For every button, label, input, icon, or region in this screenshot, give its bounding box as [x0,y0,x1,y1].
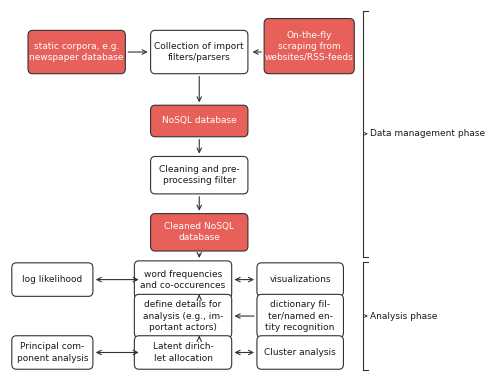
Text: Principal com-
ponent analysis: Principal com- ponent analysis [16,342,88,363]
FancyBboxPatch shape [264,19,354,74]
Text: Collection of import
filters/parsers: Collection of import filters/parsers [154,42,244,62]
FancyBboxPatch shape [257,263,344,296]
FancyBboxPatch shape [12,263,93,296]
FancyBboxPatch shape [28,30,126,74]
FancyBboxPatch shape [134,294,232,338]
FancyBboxPatch shape [150,105,248,137]
Text: static corpora, e.g.
newspaper database: static corpora, e.g. newspaper database [30,42,124,62]
FancyBboxPatch shape [12,336,93,369]
Text: dictionary fil-
ter/named en-
tity recognition: dictionary fil- ter/named en- tity recog… [266,300,335,332]
Text: Analysis phase: Analysis phase [370,311,438,320]
Text: log likelihood: log likelihood [22,275,82,284]
FancyBboxPatch shape [134,336,232,369]
Text: Latent dirich-
let allocation: Latent dirich- let allocation [152,342,214,363]
Text: word frequencies
and co-occurences: word frequencies and co-occurences [140,270,226,290]
Text: Data management phase: Data management phase [370,129,486,138]
Text: visualizations: visualizations [270,275,331,284]
FancyBboxPatch shape [134,261,232,298]
FancyBboxPatch shape [150,214,248,251]
Text: On-the-fly
scraping from
websites/RSS-feeds: On-the-fly scraping from websites/RSS-fe… [265,31,354,62]
Text: Cleaning and pre-
processing filter: Cleaning and pre- processing filter [159,165,240,185]
FancyBboxPatch shape [257,336,344,369]
Text: NoSQL database: NoSQL database [162,116,236,125]
FancyBboxPatch shape [257,294,344,338]
Text: define details for
analysis (e.g., im-
portant actors): define details for analysis (e.g., im- p… [143,300,223,332]
Text: Cluster analysis: Cluster analysis [264,348,336,357]
FancyBboxPatch shape [150,30,248,74]
FancyBboxPatch shape [150,156,248,194]
Text: Cleaned NoSQL
database: Cleaned NoSQL database [164,222,234,242]
